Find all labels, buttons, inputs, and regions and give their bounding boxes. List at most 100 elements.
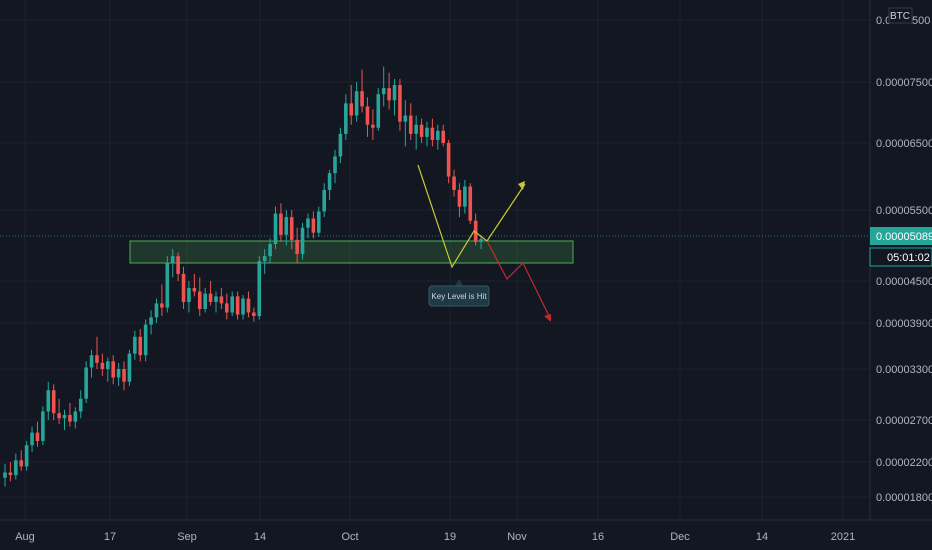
last-price-label: 0.00005089 xyxy=(876,231,932,243)
candle-up xyxy=(338,133,343,157)
candle-up xyxy=(203,293,207,309)
candle-down xyxy=(252,312,256,316)
candle-up xyxy=(306,218,310,228)
countdown-tag xyxy=(869,247,932,267)
time-axis: Aug 17 Sep 14 Oct 19 Nov 16 Dec 14 2021 xyxy=(15,531,855,543)
candle-down xyxy=(473,220,478,242)
candle-up xyxy=(344,103,348,134)
candle-up xyxy=(78,398,83,412)
y-tick-label: 0.00004500 xyxy=(876,276,932,288)
candle-up xyxy=(333,156,337,174)
unit-label: BTC xyxy=(890,11,910,22)
callout-box xyxy=(428,285,490,307)
candle-up xyxy=(62,414,67,419)
candle-up xyxy=(187,288,191,302)
candle-down xyxy=(441,130,446,143)
candle-down xyxy=(35,432,40,441)
candle-down xyxy=(387,88,391,101)
y-tick-label: 0.00001800 xyxy=(876,492,932,504)
candle-up xyxy=(143,324,148,356)
y-tick-label: 0.0 xyxy=(876,15,891,27)
x-tick-label: Nov xyxy=(507,531,527,543)
candle-down xyxy=(68,414,72,422)
candle-down xyxy=(452,176,456,190)
candle-up xyxy=(257,261,262,316)
bearish-projection-path xyxy=(486,240,551,319)
candle-down xyxy=(289,217,294,240)
x-tick-label: 2021 xyxy=(831,531,855,543)
candle-up xyxy=(230,296,235,313)
candle-up xyxy=(30,432,34,446)
candle-up xyxy=(425,127,429,137)
candle-up xyxy=(381,88,386,95)
candle-down xyxy=(408,115,413,134)
candle-up xyxy=(403,115,408,122)
candle-down xyxy=(8,472,13,476)
y-tick-label: 0.00006500 xyxy=(876,138,932,150)
x-tick-label: Oct xyxy=(341,531,358,543)
x-tick-label: 19 xyxy=(444,531,456,543)
y-tick-label: 0.00003300 xyxy=(876,364,932,376)
y-tick-label: 0.00005500 xyxy=(876,205,932,217)
candle-down xyxy=(365,106,370,125)
candle-down xyxy=(446,143,451,177)
candle-up xyxy=(89,355,94,368)
vertical-gridlines xyxy=(24,0,844,520)
candle-up xyxy=(284,217,289,235)
x-tick-label: Dec xyxy=(670,531,690,543)
x-tick-label: 17 xyxy=(104,531,116,543)
candle-down xyxy=(349,103,354,116)
candle-up xyxy=(436,130,440,140)
candle-up xyxy=(214,296,218,302)
candle-down xyxy=(419,124,424,137)
candle-down xyxy=(219,296,224,304)
candle-up xyxy=(273,213,278,245)
candle-up xyxy=(322,189,326,212)
candle-up xyxy=(73,411,78,422)
x-tick-label: 14 xyxy=(254,531,266,543)
unit-badge xyxy=(888,7,913,24)
candle-up xyxy=(14,460,18,476)
candle-down xyxy=(468,186,473,221)
candle-down xyxy=(111,361,115,378)
candle-down xyxy=(95,355,99,363)
candle-up xyxy=(165,263,170,308)
candle-up xyxy=(84,367,88,399)
y-tick-label: 0.00002200 xyxy=(876,457,932,469)
horizontal-gridlines xyxy=(0,19,870,498)
candle-down xyxy=(295,239,299,255)
x-tick-label: Aug xyxy=(15,531,35,543)
candle-down xyxy=(57,413,61,419)
y-tick-label: 500 xyxy=(912,15,930,27)
callout-pointer xyxy=(455,279,463,286)
bearish-arrowhead xyxy=(544,314,551,322)
candle-down xyxy=(19,460,24,467)
bullish-projection-path xyxy=(417,164,526,269)
candles xyxy=(3,66,483,487)
candle-down xyxy=(197,291,202,309)
candle-up xyxy=(327,173,332,190)
candle-down xyxy=(138,336,143,356)
candle-down xyxy=(100,362,105,369)
candle-up xyxy=(268,244,272,257)
candle-down xyxy=(279,213,283,235)
candle-up xyxy=(133,336,137,354)
candle-down xyxy=(371,124,375,128)
candle-up xyxy=(127,353,132,382)
candle-down xyxy=(360,91,364,107)
key-level-zone xyxy=(129,240,574,264)
candle-up xyxy=(241,298,245,315)
candle-down xyxy=(208,293,213,302)
candle-up xyxy=(376,94,381,128)
candle-up xyxy=(479,239,483,242)
candle-up xyxy=(46,390,51,412)
candle-up xyxy=(149,317,153,325)
candle-down xyxy=(398,85,402,122)
candle-up xyxy=(262,256,267,262)
candle-down xyxy=(246,298,251,313)
candle-up xyxy=(24,445,29,467)
y-tick-label: 0.00003900 xyxy=(876,318,932,330)
candle-up xyxy=(463,186,467,207)
